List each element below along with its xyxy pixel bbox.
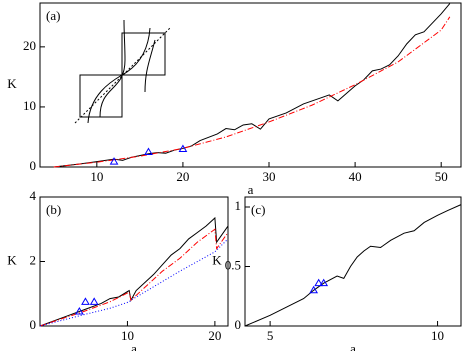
y-tick-label: 4 xyxy=(30,188,37,203)
series-line xyxy=(244,204,462,327)
panel-label: (c) xyxy=(251,202,265,217)
y-axis-label: K xyxy=(7,252,17,267)
triangle-marker xyxy=(74,306,84,315)
plot-frame xyxy=(39,2,462,168)
x-axis-label: a xyxy=(131,341,137,351)
series-line xyxy=(39,228,229,327)
triangle-marker xyxy=(144,147,153,155)
panel-label: (b) xyxy=(46,202,61,217)
triangle-marker xyxy=(89,297,99,305)
inset-box xyxy=(79,74,123,118)
x-tick-label: 10 xyxy=(90,169,103,184)
x-tick-label: 30 xyxy=(263,169,276,184)
y-tick-label: 2 xyxy=(30,252,37,267)
triangle-marker xyxy=(178,144,188,152)
x-tick-label: 5 xyxy=(267,328,274,343)
series-line xyxy=(53,3,451,168)
x-tick-label: 20 xyxy=(208,328,221,343)
y-tick-label: 1 xyxy=(235,198,242,213)
triangle-marker xyxy=(319,278,329,287)
y-tick-label: 0 xyxy=(235,317,242,332)
panel-label: (a) xyxy=(46,8,60,23)
inset-box xyxy=(121,32,166,76)
x-axis-label: a xyxy=(350,341,356,351)
plot-frame xyxy=(39,196,229,327)
y-tick-label: 0.5 xyxy=(225,257,241,272)
series-line xyxy=(39,238,229,327)
triangle-marker xyxy=(81,297,90,305)
triangle-marker xyxy=(314,278,324,287)
series-line xyxy=(39,216,229,327)
inset-curve xyxy=(99,19,126,118)
x-tick-label: 10 xyxy=(431,328,444,343)
y-tick-label: 0 xyxy=(30,158,37,173)
series-line xyxy=(53,16,451,168)
inset-curve xyxy=(144,39,156,93)
triangle-marker xyxy=(309,285,319,294)
y-tick-label: 0 xyxy=(30,317,37,332)
y-tick-label: 20 xyxy=(23,38,36,53)
inset-curve xyxy=(87,27,151,124)
inset xyxy=(74,19,171,124)
triangle-marker xyxy=(109,157,119,165)
y-axis-label: K xyxy=(212,252,222,267)
x-tick-label: 50 xyxy=(435,169,448,184)
x-tick-label: 40 xyxy=(349,169,362,184)
y-axis-label: K xyxy=(7,76,17,91)
y-tick-label: 10 xyxy=(23,98,36,113)
plot-frame xyxy=(244,196,462,327)
x-axis-label: a xyxy=(248,182,254,197)
x-tick-label: 10 xyxy=(121,328,134,343)
x-tick-label: 20 xyxy=(176,169,189,184)
